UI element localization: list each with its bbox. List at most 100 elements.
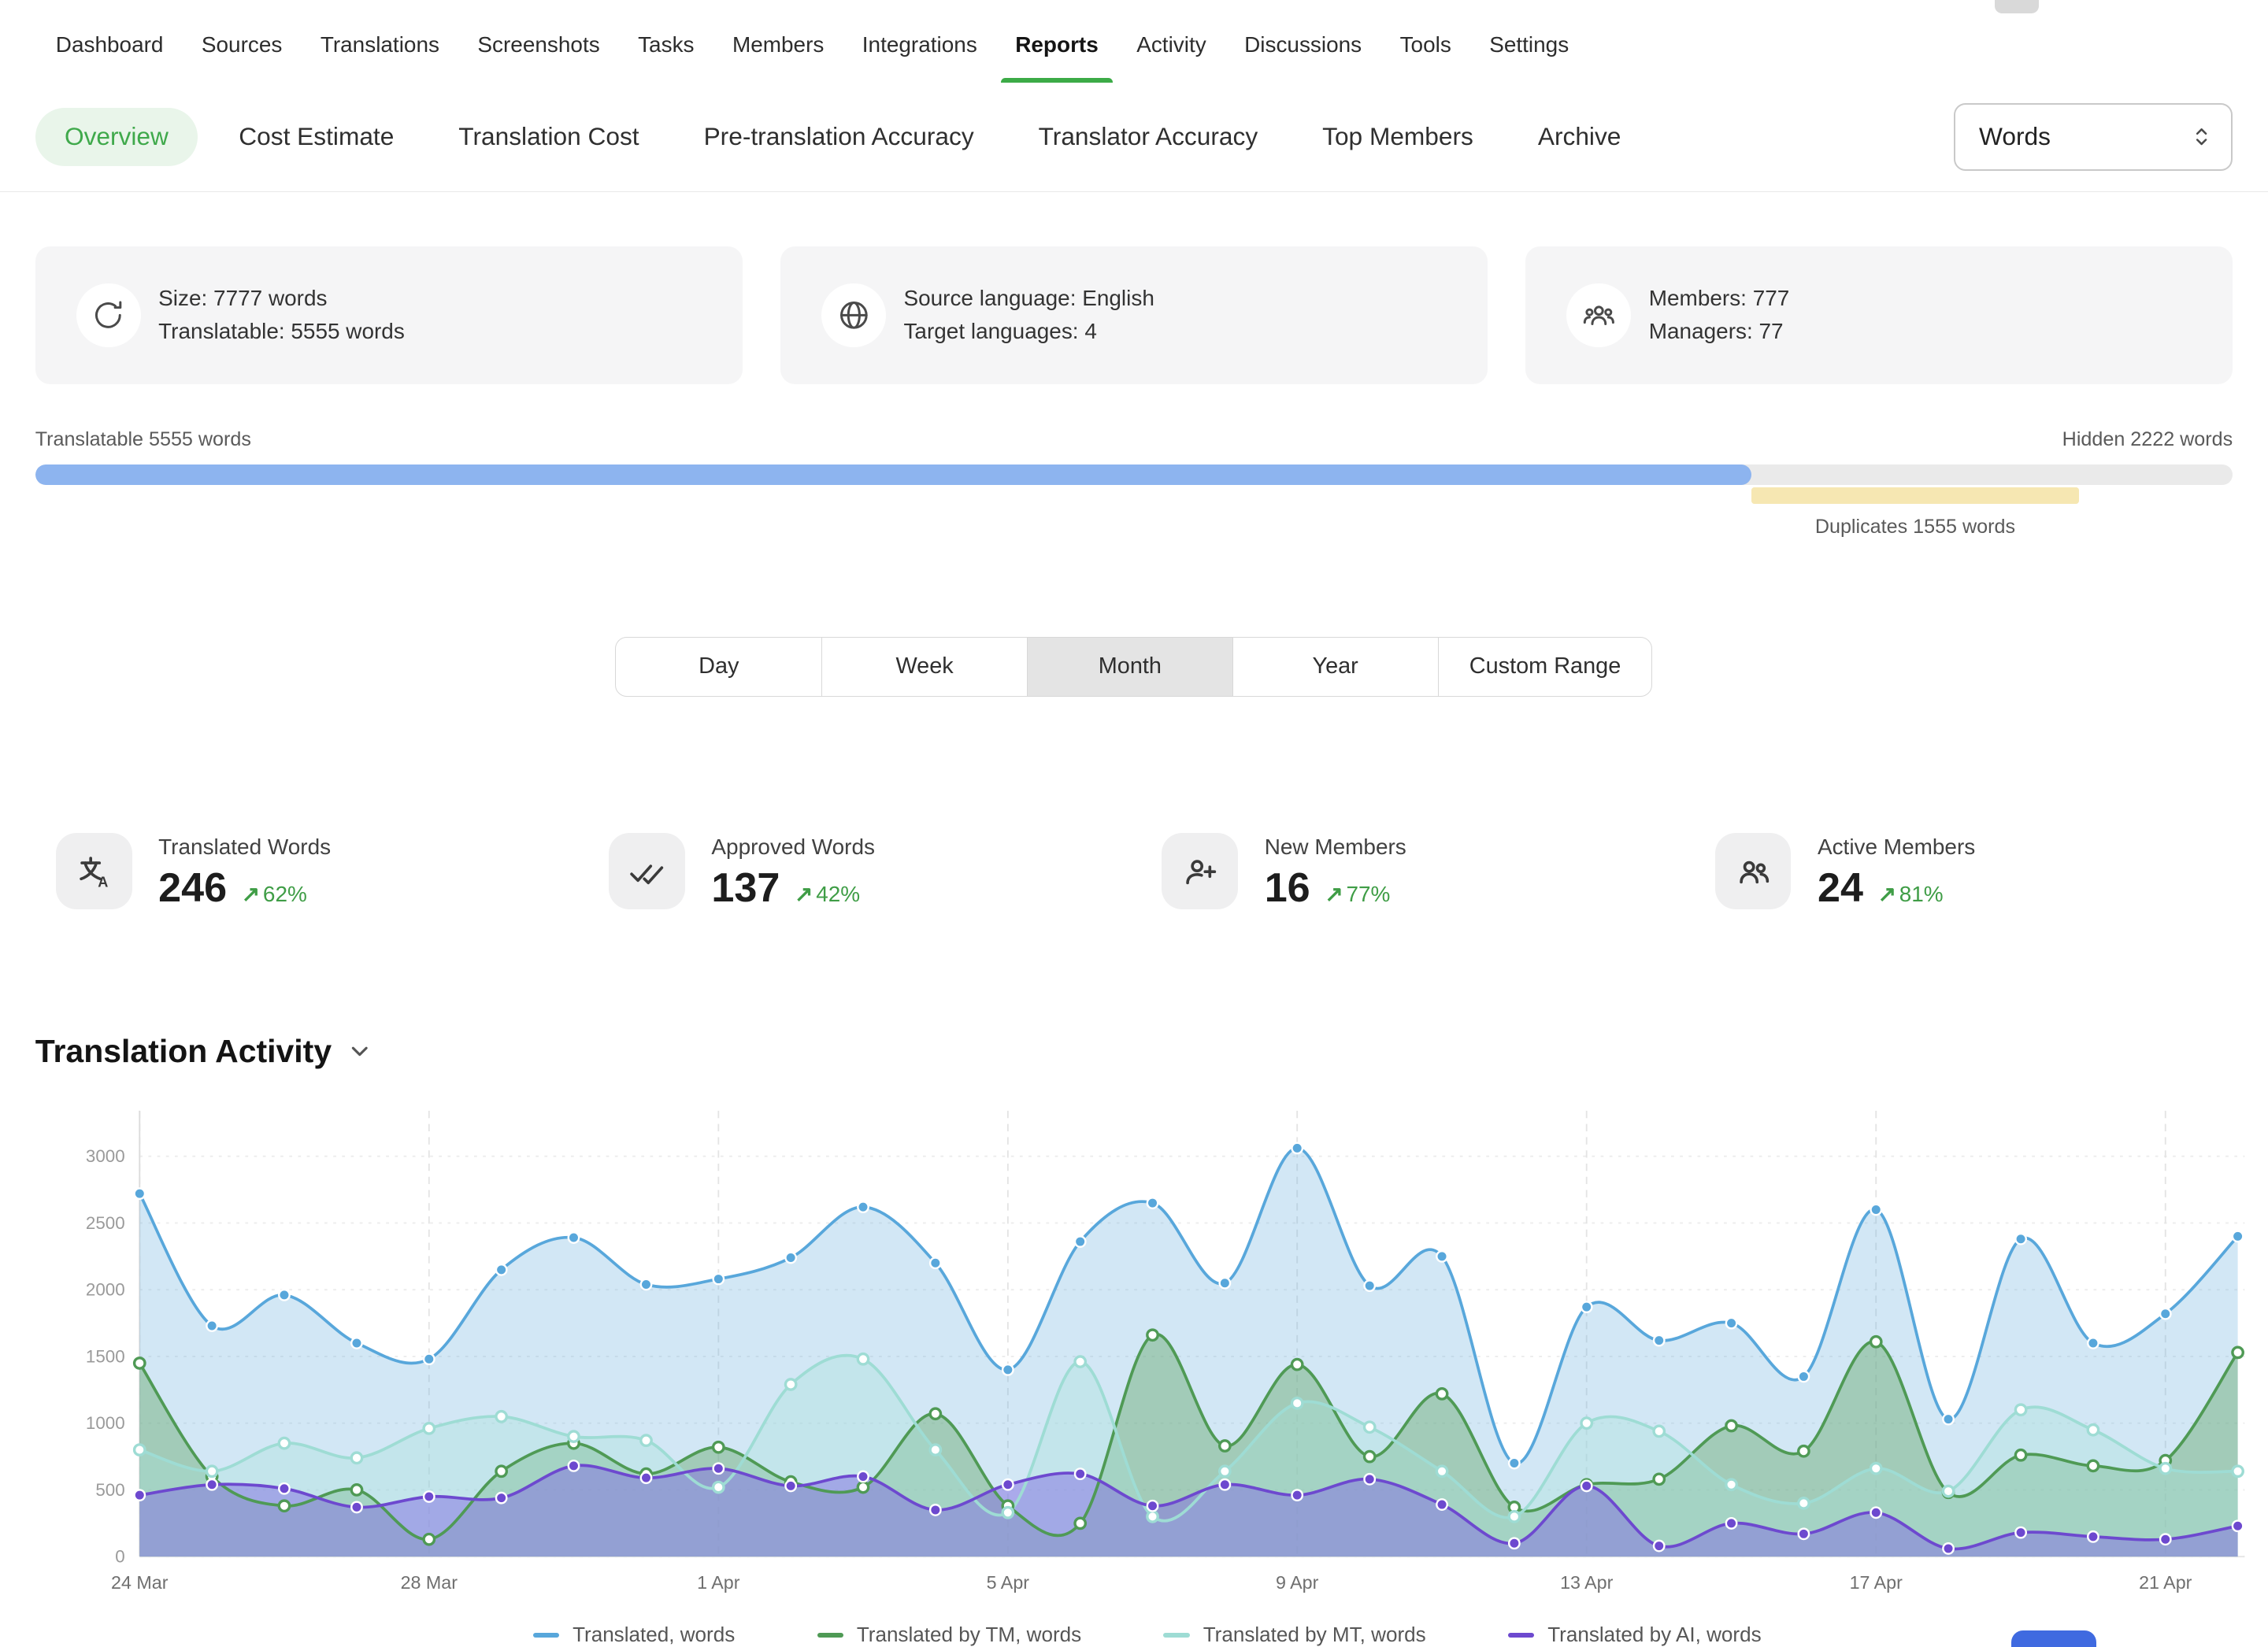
person-add-icon (1162, 833, 1238, 909)
range-tab-year[interactable]: Year (1232, 638, 1438, 697)
legend-dash-icon (533, 1633, 560, 1638)
translated-words-stat: A Translated Words 246 ↗62% (56, 833, 609, 909)
svg-text:0: 0 (115, 1547, 124, 1567)
stat-value: 137 (711, 868, 780, 909)
nav-item-dashboard[interactable]: Dashboard (56, 32, 164, 83)
legend-label: Translated, words (573, 1623, 735, 1646)
legend-item[interactable]: Translated by MT, words (1163, 1623, 1425, 1646)
nav-item-translations[interactable]: Translations (321, 32, 439, 83)
range-tab-month[interactable]: Month (1027, 638, 1232, 697)
stat-value: 246 (158, 868, 227, 909)
approved-words-stat: Approved Words 137 ↗42% (609, 833, 1162, 909)
active-members-stat: Active Members 24 ↗81% (1715, 833, 2268, 909)
stat-delta: ↗62% (242, 881, 307, 907)
double-check-icon (609, 833, 685, 909)
words-progress: Translatable 5555 words Hidden 2222 word… (35, 428, 2233, 539)
stat-label: Approved Words (711, 835, 875, 860)
stat-delta: ↗42% (795, 881, 860, 907)
stat-label: Translated Words (158, 835, 331, 860)
svg-text:28 Mar: 28 Mar (400, 1572, 458, 1593)
translation-activity-chart: 24 Mar28 Mar1 Apr5 Apr9 Apr13 Apr17 Apr2… (35, 1099, 2259, 1647)
svg-text:5 Apr: 5 Apr (986, 1572, 1029, 1593)
translation-activity-header: Translation Activity (35, 1033, 2268, 1070)
range-tab-custom-range[interactable]: Custom Range (1438, 638, 1652, 697)
activity-area-chart[interactable]: 24 Mar28 Mar1 Apr5 Apr9 Apr13 Apr17 Apr2… (35, 1099, 2259, 1607)
size-card-text: Size: 7777 words Translatable: 5555 word… (158, 282, 405, 350)
nav-item-members[interactable]: Members (732, 32, 824, 83)
range-tab-day[interactable]: Day (616, 638, 821, 697)
svg-text:3000: 3000 (86, 1146, 125, 1166)
source-language-line: Source language: English (903, 282, 1154, 316)
subtab-cost-estimate[interactable]: Cost Estimate (239, 122, 394, 151)
new-members-stat: New Members 16 ↗77% (1162, 833, 1714, 909)
target-languages-line: Target languages: 4 (903, 315, 1154, 349)
svg-text:2500: 2500 (86, 1213, 125, 1233)
stat-value: 16 (1265, 868, 1310, 909)
subtab-translation-cost[interactable]: Translation Cost (458, 122, 639, 151)
legend-item[interactable]: Translated by TM, words (817, 1623, 1082, 1646)
stat-label: New Members (1265, 835, 1406, 860)
subtab-archive[interactable]: Archive (1538, 122, 1621, 151)
progress-track (35, 464, 2233, 485)
legend-dash-icon (1508, 1633, 1535, 1638)
size-line: Size: 7777 words (158, 282, 405, 316)
chart-legend: Translated, words Translated by TM, words… (35, 1623, 2259, 1646)
avatar-partial[interactable] (1995, 0, 2039, 13)
reports-page: Dashboard Sources Translations Screensho… (0, 0, 2268, 1647)
legend-item[interactable]: Translated by AI, words (1508, 1623, 1762, 1646)
people-icon (1715, 833, 1792, 909)
nav-item-tools[interactable]: Tools (1400, 32, 1451, 83)
svg-text:24 Mar: 24 Mar (111, 1572, 169, 1593)
legend-label: Translated by TM, words (857, 1623, 1081, 1646)
range-tab-week[interactable]: Week (821, 638, 1027, 697)
nav-item-settings[interactable]: Settings (1489, 32, 1569, 83)
subtab-overview[interactable]: Overview (35, 108, 198, 166)
members-card-text: Members: 777 Managers: 77 (1649, 282, 1790, 350)
trend-up-icon: ↗ (1325, 882, 1343, 906)
progress-fill (35, 464, 1751, 485)
summary-cards: Size: 7777 words Translatable: 5555 word… (35, 246, 2233, 384)
sync-icon (76, 283, 141, 348)
legend-dash-icon (1163, 1633, 1190, 1638)
select-arrows-icon (2187, 122, 2216, 151)
subtab-translator-accuracy[interactable]: Translator Accuracy (1039, 122, 1258, 151)
legend-dash-icon (817, 1633, 844, 1638)
svg-text:13 Apr: 13 Apr (1560, 1572, 1614, 1593)
nav-item-integrations[interactable]: Integrations (862, 32, 977, 83)
help-button-partial[interactable] (2011, 1630, 2096, 1646)
svg-text:2000: 2000 (86, 1280, 125, 1300)
svg-text:1 Apr: 1 Apr (697, 1572, 740, 1593)
translate-icon: A (56, 833, 132, 909)
page-section-title: Translation Activity (35, 1033, 332, 1070)
subtab-pre-translation-accuracy[interactable]: Pre-translation Accuracy (704, 122, 974, 151)
nav-item-tasks[interactable]: Tasks (638, 32, 694, 83)
members-card: Members: 777 Managers: 77 (1525, 246, 2233, 384)
svg-text:9 Apr: 9 Apr (1276, 1572, 1319, 1593)
members-icon (1566, 283, 1631, 348)
managers-line: Managers: 77 (1649, 315, 1790, 349)
nav-item-activity[interactable]: Activity (1136, 32, 1206, 83)
unit-select[interactable]: Words (1954, 103, 2233, 171)
trend-up-icon: ↗ (242, 882, 260, 906)
svg-text:A: A (98, 874, 108, 890)
date-range-tabs: Day Week Month Year Custom Range (615, 637, 1652, 698)
nav-item-discussions[interactable]: Discussions (1244, 32, 1362, 83)
trend-up-icon: ↗ (795, 882, 813, 906)
svg-text:1000: 1000 (86, 1413, 125, 1433)
language-card: Source language: English Target language… (780, 246, 1488, 384)
chevron-down-icon[interactable] (346, 1038, 373, 1064)
report-subtabs: Overview Cost Estimate Translation Cost … (0, 82, 2268, 192)
svg-text:1500: 1500 (86, 1346, 125, 1366)
nav-item-screenshots[interactable]: Screenshots (477, 32, 599, 83)
translatable-line: Translatable: 5555 words (158, 315, 405, 349)
subtab-top-members[interactable]: Top Members (1322, 122, 1473, 151)
legend-label: Translated by MT, words (1203, 1623, 1426, 1646)
hidden-label: Hidden 2222 words (2062, 428, 2233, 451)
translatable-label: Translatable 5555 words (35, 428, 251, 451)
nav-item-sources[interactable]: Sources (202, 32, 283, 83)
nav-item-reports[interactable]: Reports (1015, 32, 1099, 83)
legend-item[interactable]: Translated, words (533, 1623, 735, 1646)
members-line: Members: 777 (1649, 282, 1790, 316)
duplicates-bar (1751, 487, 2079, 503)
stat-delta: ↗77% (1325, 881, 1390, 907)
